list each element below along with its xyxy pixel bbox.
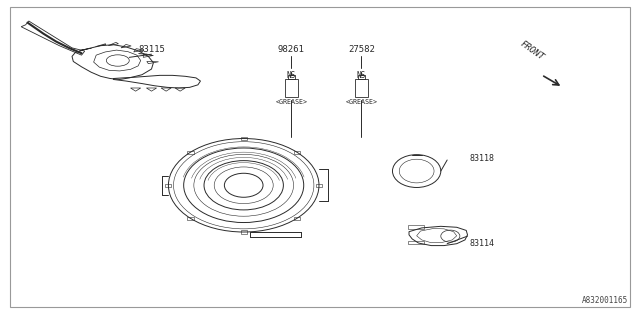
- Bar: [408, 225, 424, 228]
- Text: 83118: 83118: [469, 154, 495, 163]
- Bar: [358, 75, 365, 78]
- Bar: [288, 75, 294, 78]
- Text: <GREASE>: <GREASE>: [275, 100, 307, 105]
- Bar: [241, 230, 247, 234]
- Bar: [294, 217, 300, 220]
- Bar: [316, 184, 322, 187]
- Text: NS: NS: [287, 71, 296, 80]
- Bar: [241, 137, 247, 140]
- Text: A832001165: A832001165: [582, 296, 628, 305]
- Text: <GREASE>: <GREASE>: [346, 100, 378, 105]
- Text: 83114: 83114: [469, 239, 495, 248]
- Bar: [355, 78, 368, 97]
- Text: FRONT: FRONT: [518, 39, 545, 62]
- Bar: [408, 241, 424, 244]
- Bar: [188, 217, 193, 220]
- Bar: [285, 78, 298, 97]
- Text: 27582: 27582: [348, 45, 375, 54]
- Text: 83115: 83115: [138, 45, 165, 54]
- Text: 98261: 98261: [278, 45, 305, 54]
- Bar: [165, 184, 172, 187]
- Bar: [188, 151, 193, 154]
- Text: NS: NS: [356, 71, 366, 80]
- Bar: [294, 151, 300, 154]
